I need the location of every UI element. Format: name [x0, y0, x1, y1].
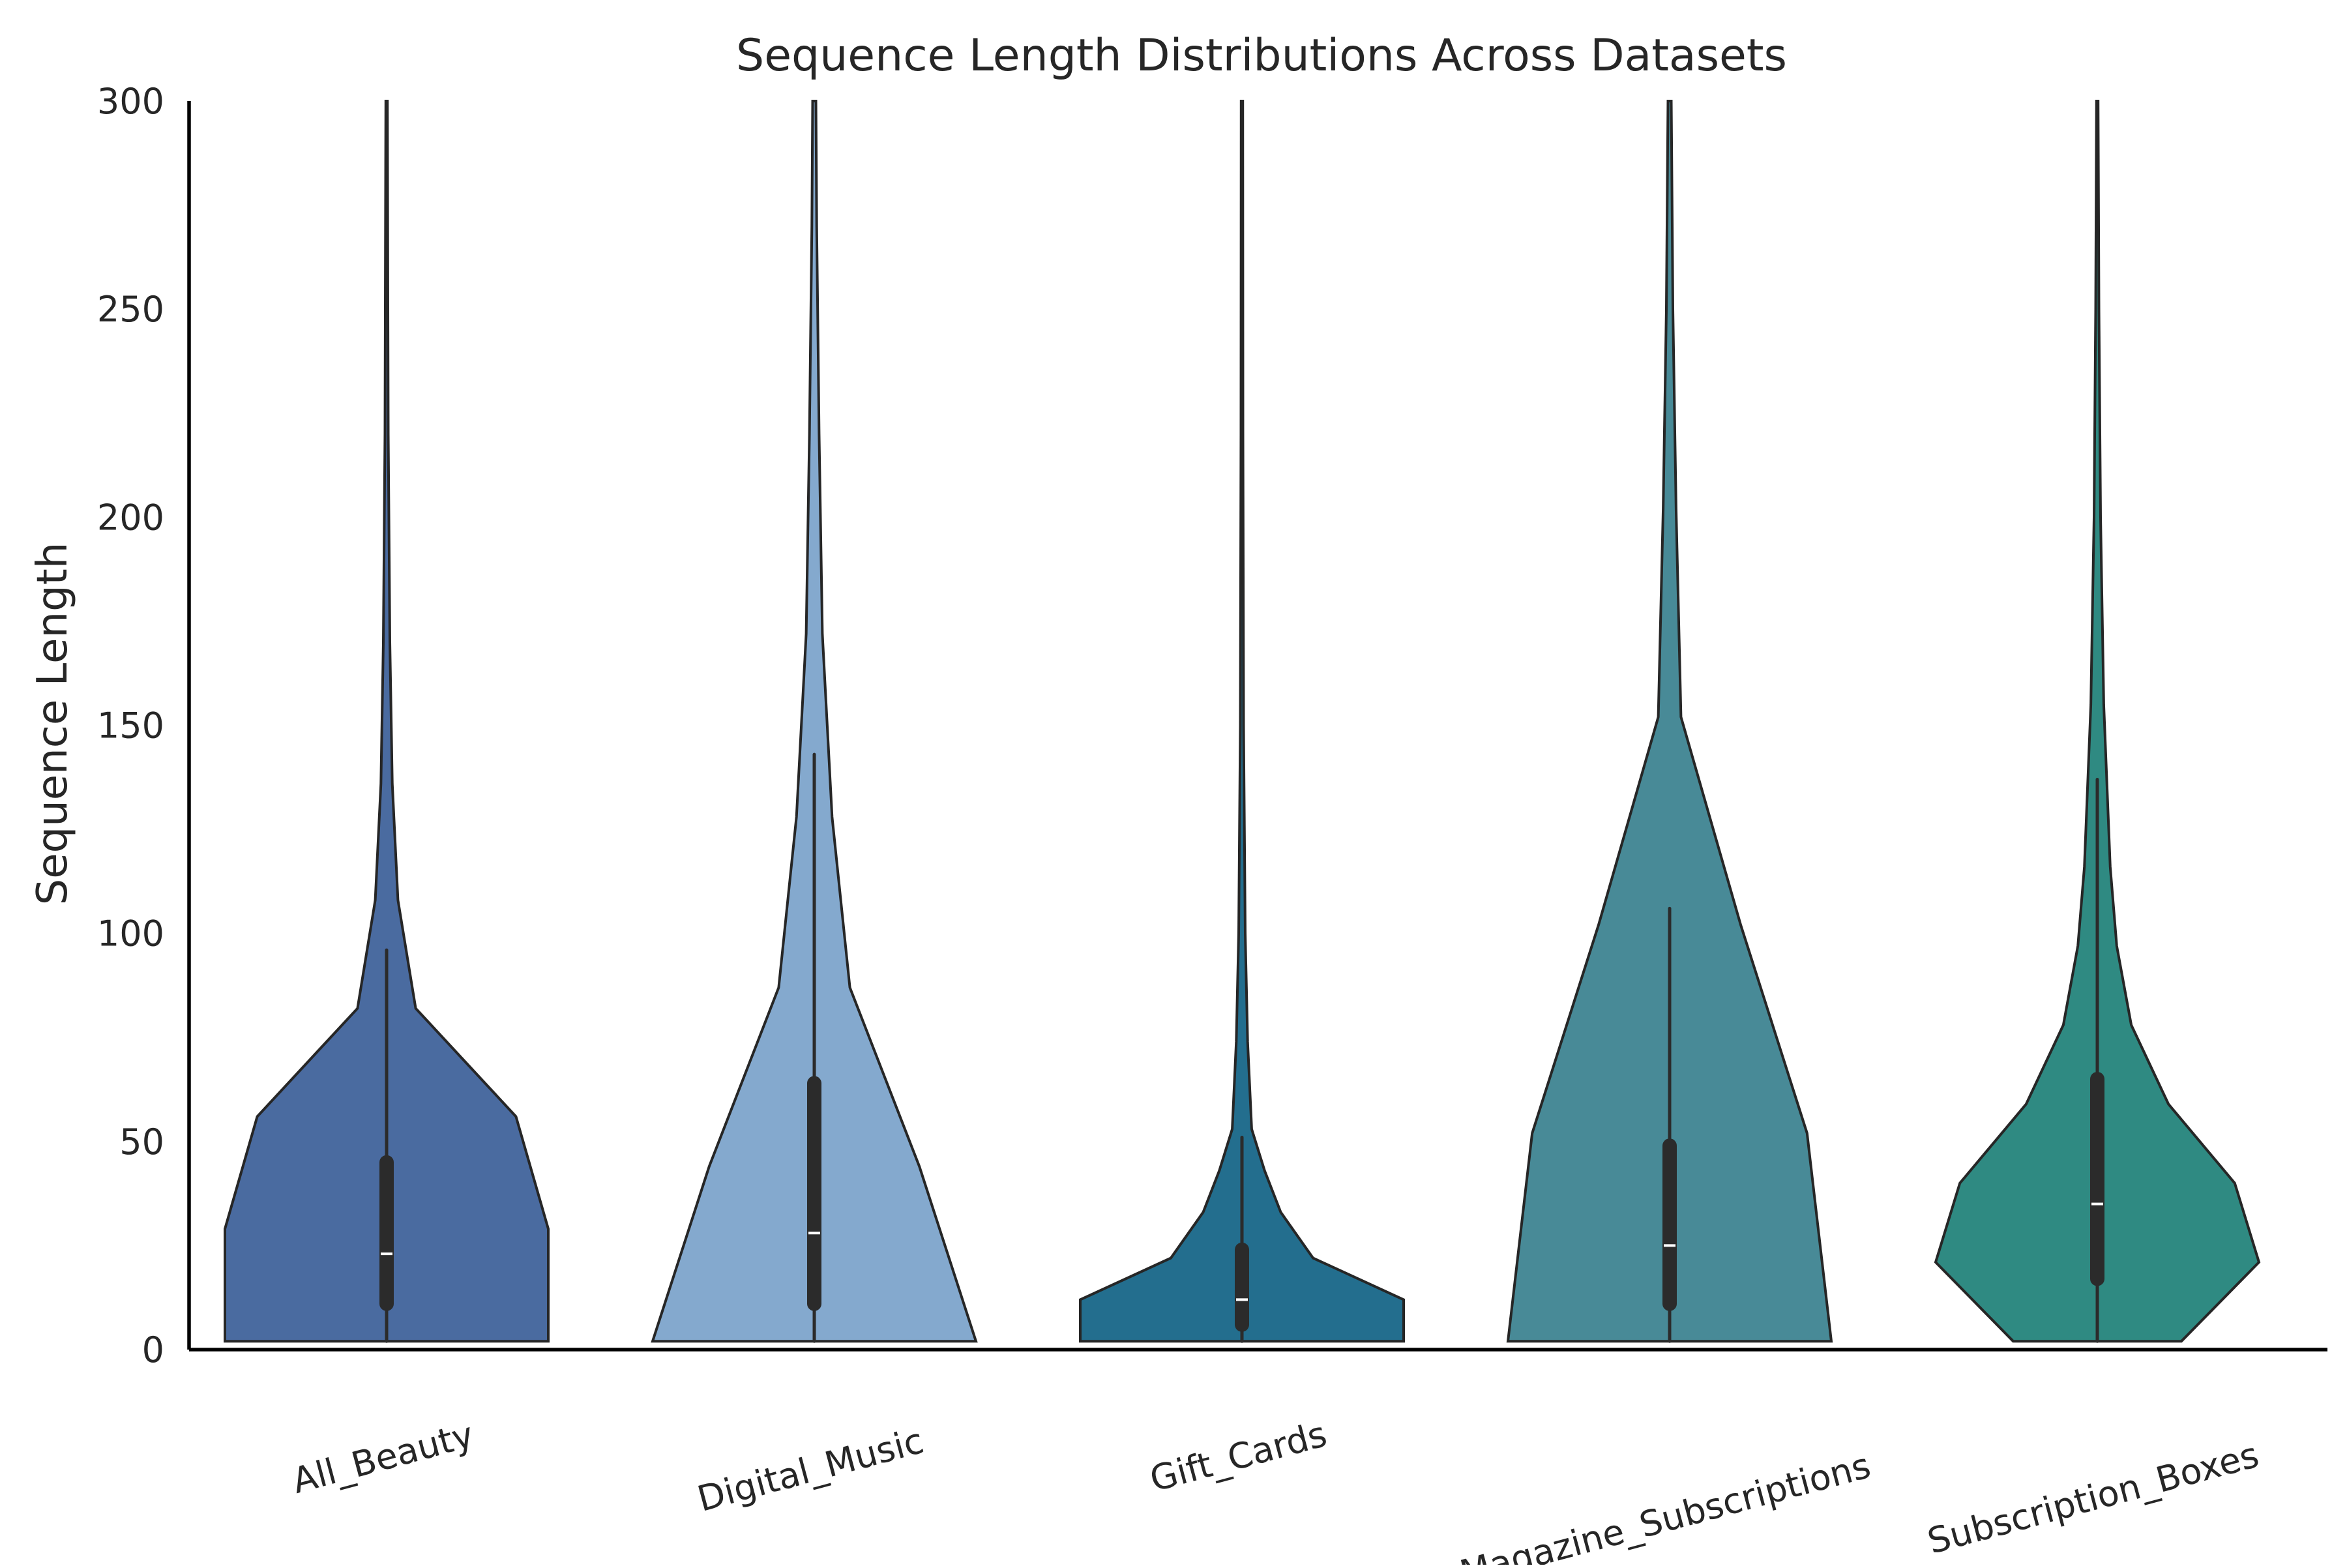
box-markers-group	[379, 752, 2104, 1343]
y-tick-label: 100	[97, 913, 164, 954]
y-ticks-group: 0 50 100 150 200 250 300	[97, 81, 164, 1370]
y-tick-label: 50	[119, 1121, 164, 1162]
y-tick-label: 200	[97, 497, 164, 538]
y-tick-label: 250	[97, 289, 164, 330]
y-tick-label: 300	[97, 81, 164, 122]
violin-magazine-subscriptions	[1506, 100, 1833, 1343]
y-tick-label: 150	[97, 705, 164, 747]
violins-group	[224, 100, 2261, 1343]
violin-all-beauty	[224, 100, 550, 1343]
violin-subscription-boxes	[1934, 100, 2261, 1343]
x-tick-label: Magazine_Subscriptions	[1456, 1445, 1875, 1565]
x-tick-label: Subscription_Boxes	[1923, 1434, 2263, 1562]
violin-digital-music	[651, 100, 978, 1343]
x-ticks-group: All_Beauty Digital_Music Gift_Cards Magazin…	[288, 1413, 2263, 1568]
x-tick-label: Gift_Cards	[1145, 1413, 1331, 1500]
y-axis-label: Sequence Length	[29, 542, 77, 906]
violin-gift-cards	[1079, 100, 1405, 1343]
axes-group	[187, 101, 2327, 1352]
chart-title: Sequence Length Distributions Across Dat…	[736, 30, 1787, 81]
x-tick-label: Digital_Music	[693, 1420, 928, 1520]
x-tick-label: All_Beauty	[288, 1414, 478, 1502]
y-tick-label: 0	[142, 1329, 164, 1370]
